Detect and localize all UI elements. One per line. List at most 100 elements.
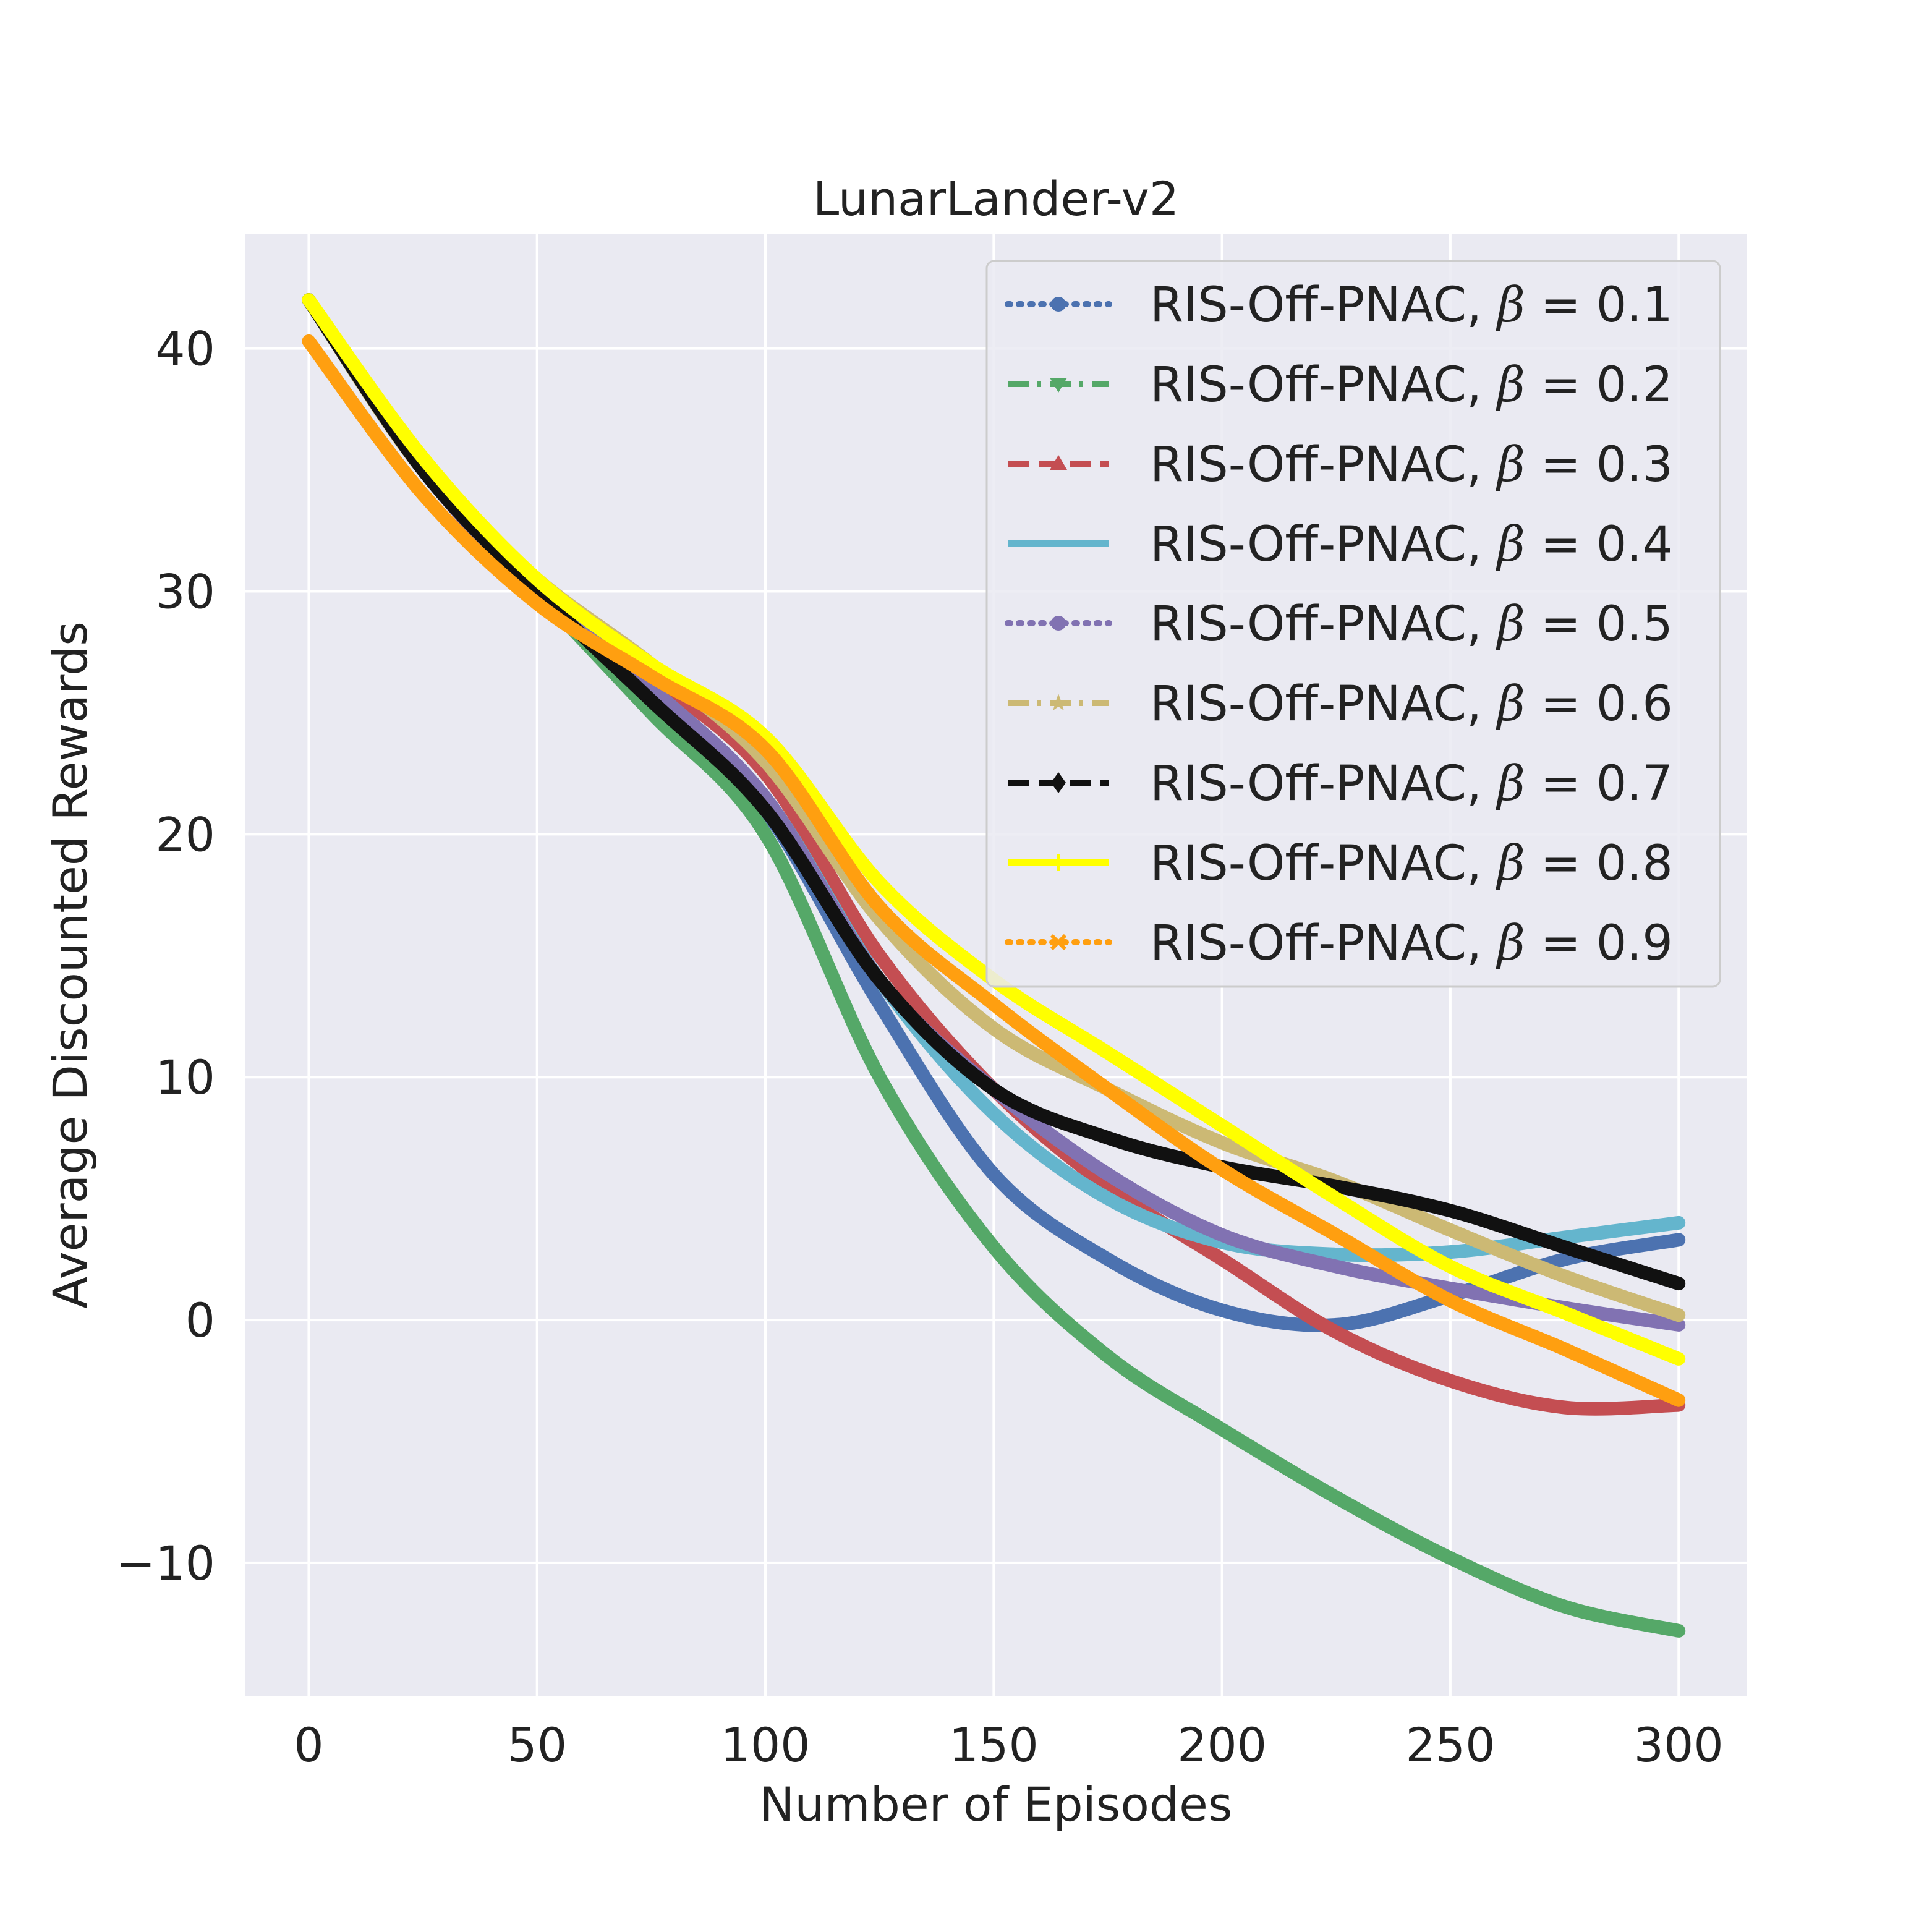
legend-marker bbox=[1051, 297, 1066, 312]
data-point bbox=[760, 743, 771, 755]
legend-marker bbox=[1049, 694, 1068, 711]
data-point bbox=[645, 695, 657, 707]
series-line bbox=[302, 334, 1686, 1407]
data-point bbox=[1444, 1295, 1456, 1306]
legend-label: RIS-Off-PNAC, β = 0.2 bbox=[1150, 357, 1673, 413]
data-point bbox=[1559, 1402, 1570, 1413]
data-point bbox=[1444, 1375, 1456, 1387]
x-tick-label: 250 bbox=[1405, 1717, 1495, 1772]
series-9 bbox=[302, 334, 1686, 1407]
data-point bbox=[645, 671, 657, 682]
data-point bbox=[874, 877, 885, 888]
y-tick-labels: −10 0 10 20 30 40 bbox=[116, 321, 215, 1591]
data-point bbox=[1102, 1047, 1113, 1058]
data-point bbox=[1216, 1423, 1228, 1435]
data-point bbox=[988, 1083, 1000, 1095]
data-point bbox=[1216, 1229, 1228, 1241]
legend-label: RIS-Off-PNAC, β = 0.1 bbox=[1150, 278, 1673, 333]
data-point bbox=[988, 1108, 1000, 1120]
data-point bbox=[1444, 1205, 1456, 1217]
data-point bbox=[1673, 1234, 1685, 1246]
legend-label: RIS-Off-PNAC, β = 0.7 bbox=[1150, 756, 1673, 812]
data-point bbox=[1559, 1253, 1570, 1265]
data-point bbox=[1444, 1246, 1456, 1258]
legend-box bbox=[985, 260, 1721, 988]
y-axis-label: Average Discounted Rewards bbox=[43, 621, 98, 1309]
chart-title: LunarLander-v2 bbox=[813, 171, 1179, 226]
x-tick-label: 50 bbox=[507, 1717, 567, 1772]
data-point bbox=[1330, 1261, 1342, 1272]
data-point bbox=[1102, 1253, 1113, 1265]
legend-item: RIS-Off-PNAC, β = 0.2 bbox=[1008, 357, 1673, 413]
legend-item: RIS-Off-PNAC, β = 0.3 bbox=[1008, 437, 1673, 493]
data-point bbox=[1444, 1261, 1456, 1272]
data-point bbox=[1330, 1193, 1342, 1204]
x-tick-labels: 0 50 100 150 200 250 300 bbox=[294, 1717, 1724, 1772]
legend-item: RIS-Off-PNAC, β = 0.4 bbox=[1008, 517, 1673, 572]
legend-item: RIS-Off-PNAC, β = 0.6 bbox=[1008, 676, 1673, 732]
legend-marker bbox=[1050, 455, 1067, 470]
data-point bbox=[988, 1168, 1000, 1180]
legend-label: RIS-Off-PNAC, β = 0.8 bbox=[1150, 836, 1673, 892]
data-point bbox=[1216, 1253, 1228, 1265]
y-tick-label: 10 bbox=[155, 1050, 215, 1105]
data-point bbox=[1216, 1120, 1228, 1131]
data-point bbox=[531, 598, 543, 610]
data-point bbox=[1102, 1083, 1113, 1095]
data-point bbox=[417, 488, 429, 500]
legend: RIS-Off-PNAC, β = 0.1 RIS-Off-PNAC, β = 0… bbox=[985, 260, 1721, 988]
x-axis-label: Number of Episodes bbox=[760, 1777, 1233, 1832]
data-point bbox=[1673, 1394, 1685, 1406]
x-tick-label: 300 bbox=[1634, 1717, 1724, 1772]
data-point bbox=[1559, 1307, 1570, 1319]
data-point bbox=[760, 804, 771, 816]
data-point bbox=[303, 335, 315, 347]
legend-item: RIS-Off-PNAC, β = 0.9 bbox=[1005, 916, 1673, 971]
data-point bbox=[1673, 1319, 1685, 1330]
data-point bbox=[1102, 1193, 1113, 1204]
series-line bbox=[302, 293, 1686, 1291]
x-tick-label: 100 bbox=[720, 1717, 810, 1772]
data-point bbox=[1102, 1351, 1113, 1362]
legend-item: RIS-Off-PNAC, β = 0.5 bbox=[1005, 597, 1673, 652]
data-point bbox=[988, 1023, 1000, 1034]
y-tick-label: 40 bbox=[155, 321, 215, 377]
series-layer bbox=[302, 293, 1686, 1638]
data-point bbox=[760, 828, 771, 840]
legend-item: RIS-Off-PNAC, β = 0.8 bbox=[1008, 836, 1673, 892]
data-point bbox=[531, 573, 543, 585]
x-tick-label: 150 bbox=[949, 1717, 1039, 1772]
data-point bbox=[874, 901, 885, 913]
legend-label: RIS-Off-PNAC, β = 0.6 bbox=[1150, 676, 1673, 732]
data-point bbox=[1444, 1224, 1456, 1236]
y-tick-label: −10 bbox=[116, 1536, 215, 1591]
data-point bbox=[988, 998, 1000, 1010]
legend-label: RIS-Off-PNAC, β = 0.5 bbox=[1150, 597, 1673, 652]
data-point bbox=[1673, 1625, 1685, 1636]
legend-marker bbox=[1050, 378, 1067, 393]
legend-item: RIS-Off-PNAC, β = 0.1 bbox=[1005, 278, 1673, 333]
data-point bbox=[874, 950, 885, 961]
data-point bbox=[1559, 1601, 1570, 1612]
y-tick-label: 20 bbox=[155, 807, 215, 862]
data-point bbox=[1330, 1229, 1342, 1241]
data-point bbox=[1216, 1304, 1228, 1316]
data-point bbox=[1673, 1353, 1685, 1364]
data-point bbox=[1673, 1217, 1685, 1228]
legend-marker bbox=[1051, 772, 1066, 793]
series-line bbox=[302, 293, 1686, 1366]
data-point bbox=[874, 1071, 885, 1083]
legend-item: RIS-Off-PNAC, β = 0.7 bbox=[1008, 756, 1673, 812]
data-point bbox=[1216, 1137, 1228, 1149]
legend-marker bbox=[1050, 934, 1067, 951]
data-point bbox=[1673, 1278, 1685, 1290]
data-point bbox=[1673, 1309, 1685, 1321]
data-point bbox=[1444, 1283, 1456, 1294]
data-point bbox=[1102, 1168, 1113, 1180]
data-point bbox=[417, 452, 429, 464]
data-point bbox=[1559, 1270, 1570, 1282]
data-point bbox=[1102, 1132, 1113, 1144]
data-point bbox=[1330, 1491, 1342, 1503]
data-point bbox=[1559, 1343, 1570, 1355]
